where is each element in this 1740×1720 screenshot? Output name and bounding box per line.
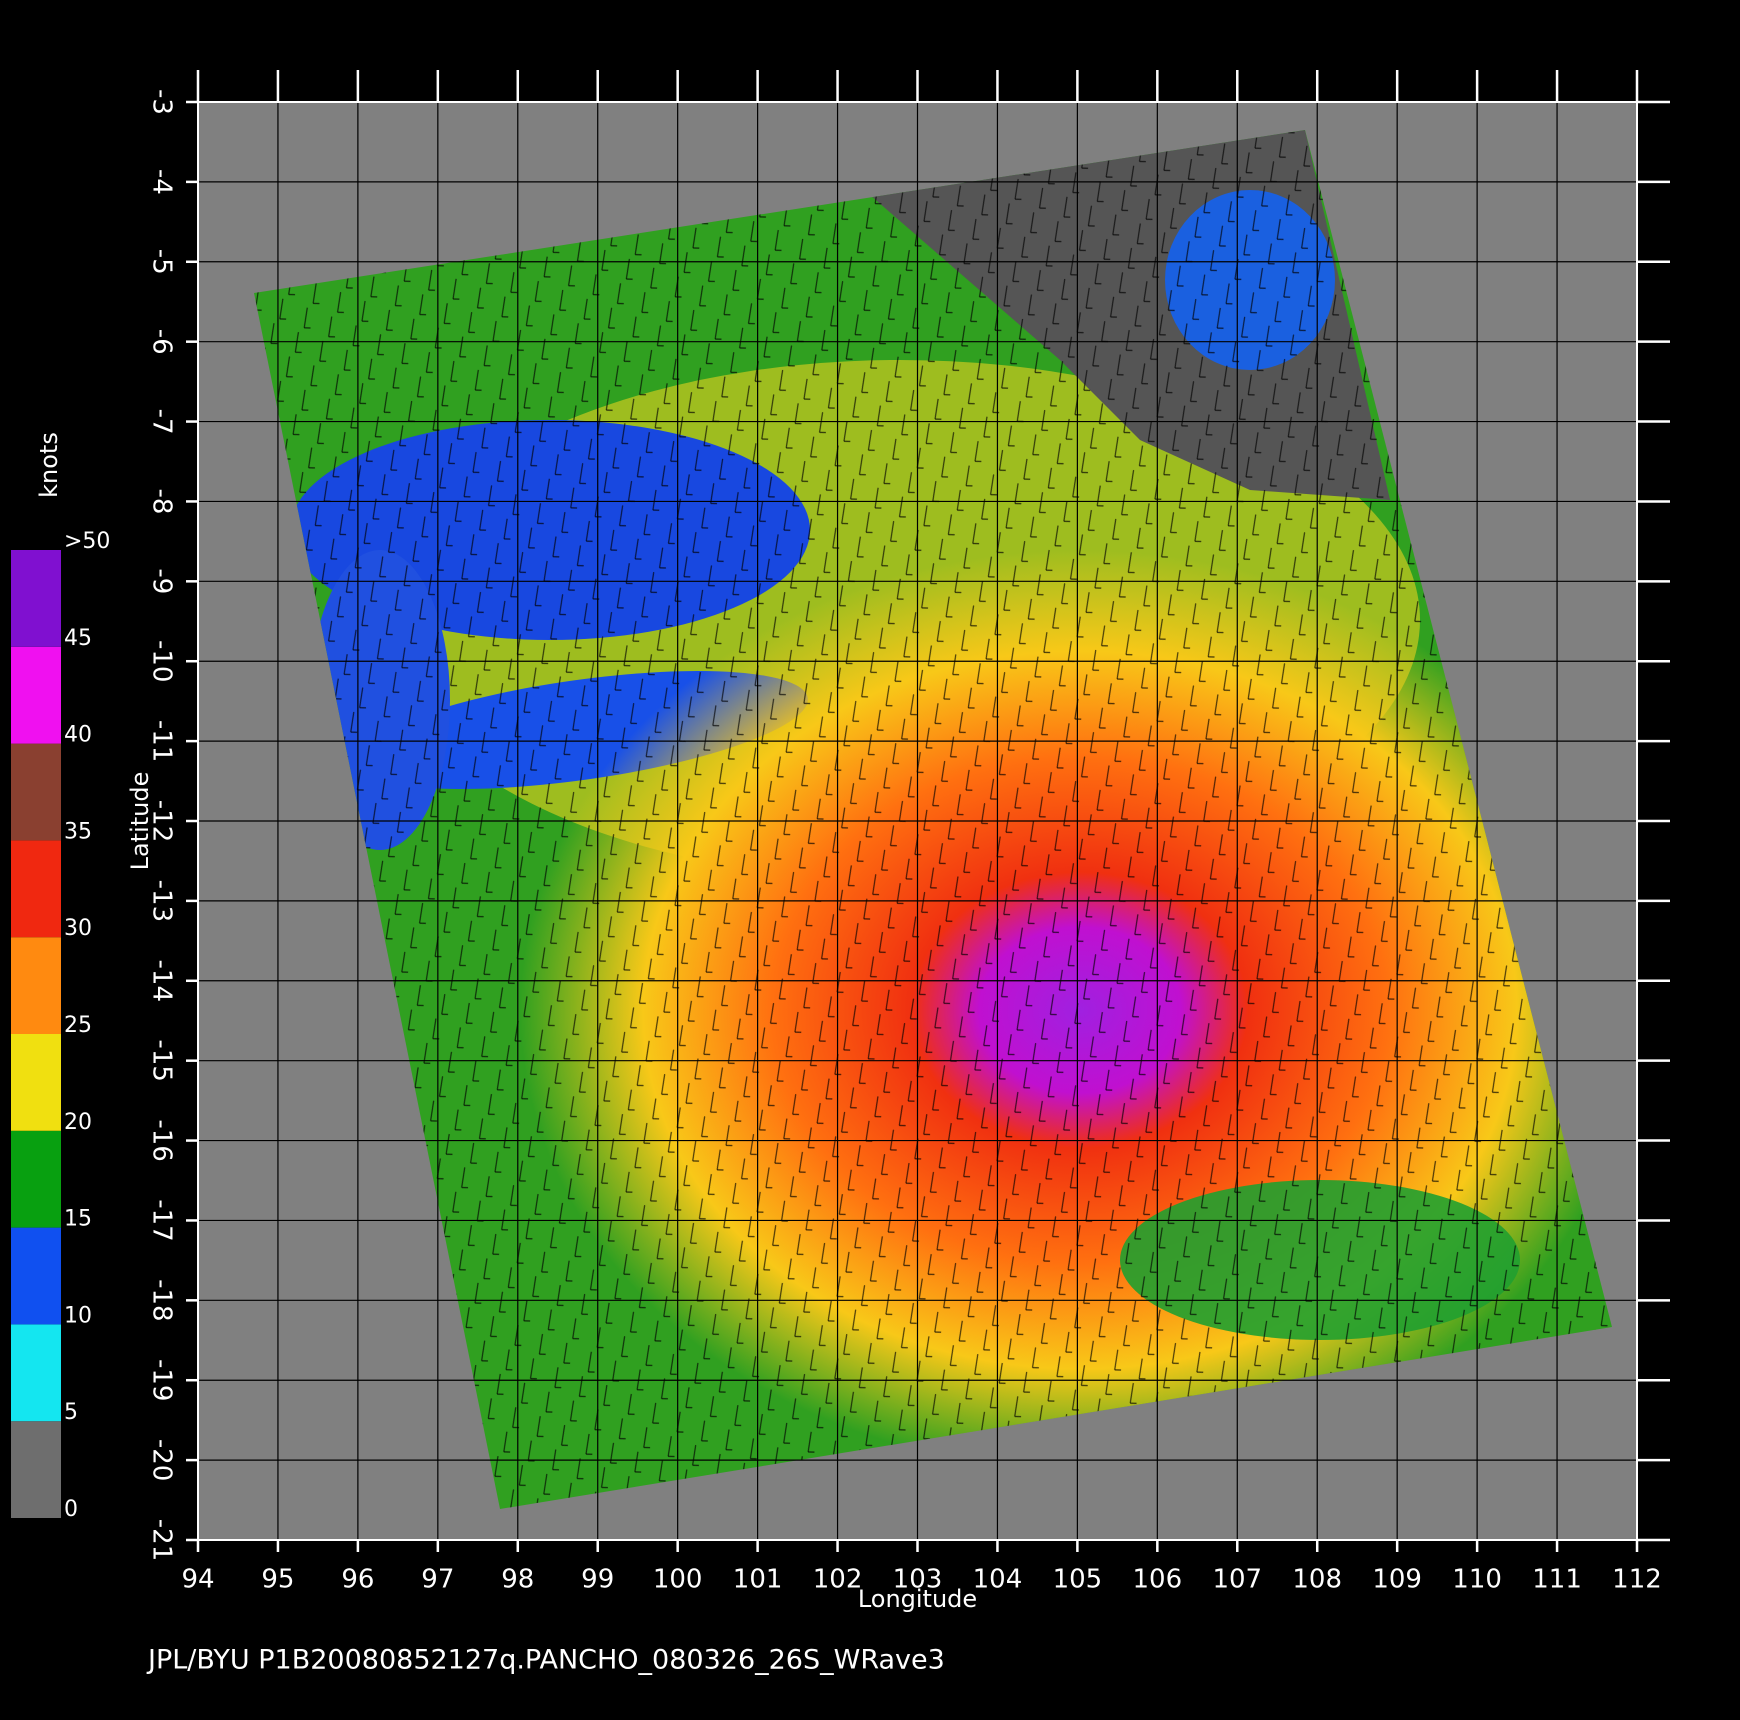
y-tick-label: -15	[147, 1039, 177, 1081]
x-tick-label: 101	[733, 1565, 783, 1595]
colorbar-segment	[11, 1324, 61, 1422]
x-tick-label: 111	[1532, 1565, 1582, 1595]
colorbar-label: 40	[64, 723, 92, 748]
colorbar-label: >50	[64, 529, 110, 554]
colorbar-title: knots	[35, 432, 63, 498]
x-tick-label: 107	[1212, 1565, 1262, 1595]
colorbar-label: 10	[64, 1303, 92, 1328]
x-tick-label: 96	[341, 1565, 374, 1595]
x-axis-label: Longitude	[858, 1585, 977, 1613]
colorbar-label: 25	[64, 1013, 92, 1038]
colorbar-segment	[11, 550, 61, 647]
x-tick-label: 98	[501, 1565, 534, 1595]
y-tick-label: -12	[147, 800, 177, 842]
y-tick-label: -4	[147, 169, 177, 195]
x-tick-label: 112	[1612, 1565, 1662, 1595]
y-tick-label: -14	[147, 960, 177, 1002]
x-tick-label: 105	[1053, 1565, 1103, 1595]
y-tick-label: -11	[147, 720, 177, 762]
colorbar-segment	[11, 937, 61, 1034]
colorbar-segment	[11, 1227, 61, 1325]
y-tick-label: -9	[147, 568, 177, 594]
y-tick-label: -5	[147, 249, 177, 275]
y-axis-label: Latitude	[126, 772, 154, 871]
colorbar-label: 20	[64, 1110, 92, 1135]
footer: JPL/BYU P1B20080852127q.PANCHO_080326_26…	[146, 1645, 945, 1676]
colorbar-segment	[11, 840, 61, 938]
colorbar-segment	[11, 1130, 61, 1228]
y-tick-label: -21	[147, 1519, 177, 1561]
y-tick-label: -13	[147, 880, 177, 922]
colorbar-label: 5	[64, 1400, 78, 1425]
colorbar-label: 45	[64, 626, 92, 651]
colorbar-label: 30	[64, 916, 92, 941]
y-tick-label: -16	[147, 1119, 177, 1161]
x-tick-label: 95	[261, 1565, 294, 1595]
colorbar-segment	[11, 646, 61, 744]
y-tick-label: -20	[147, 1439, 177, 1481]
y-tick-label: -6	[147, 329, 177, 355]
y-tick-label: -3	[147, 89, 177, 115]
colorbar-segment	[11, 743, 61, 841]
x-tick-label: 104	[973, 1565, 1023, 1595]
plot-frame	[197, 101, 1638, 1541]
y-tick-label: -17	[147, 1199, 177, 1241]
colorbar-segment	[11, 1421, 61, 1518]
y-tick-label: -7	[147, 409, 177, 435]
x-tick-label: 97	[421, 1565, 454, 1595]
x-tick-label: 94	[181, 1565, 214, 1595]
x-tick-label: 100	[653, 1565, 703, 1595]
colorbar-label: 35	[64, 819, 92, 844]
x-tick-label: 108	[1292, 1565, 1342, 1595]
y-tick-label: -18	[147, 1279, 177, 1321]
colorbar-label: 0	[64, 1497, 78, 1522]
x-tick-label: 103	[893, 1565, 943, 1595]
x-tick-label: 110	[1452, 1565, 1502, 1595]
x-tick-label: 109	[1372, 1565, 1422, 1595]
x-tick-label: 106	[1133, 1565, 1183, 1595]
y-tick-label: -8	[147, 488, 177, 514]
x-tick-label: 102	[813, 1565, 863, 1595]
colorbar-segment	[11, 1034, 61, 1131]
colorbar-label: 15	[64, 1207, 92, 1232]
x-tick-label: 99	[581, 1565, 614, 1595]
y-tick-label: -10	[147, 640, 177, 682]
y-tick-label: -19	[147, 1359, 177, 1401]
